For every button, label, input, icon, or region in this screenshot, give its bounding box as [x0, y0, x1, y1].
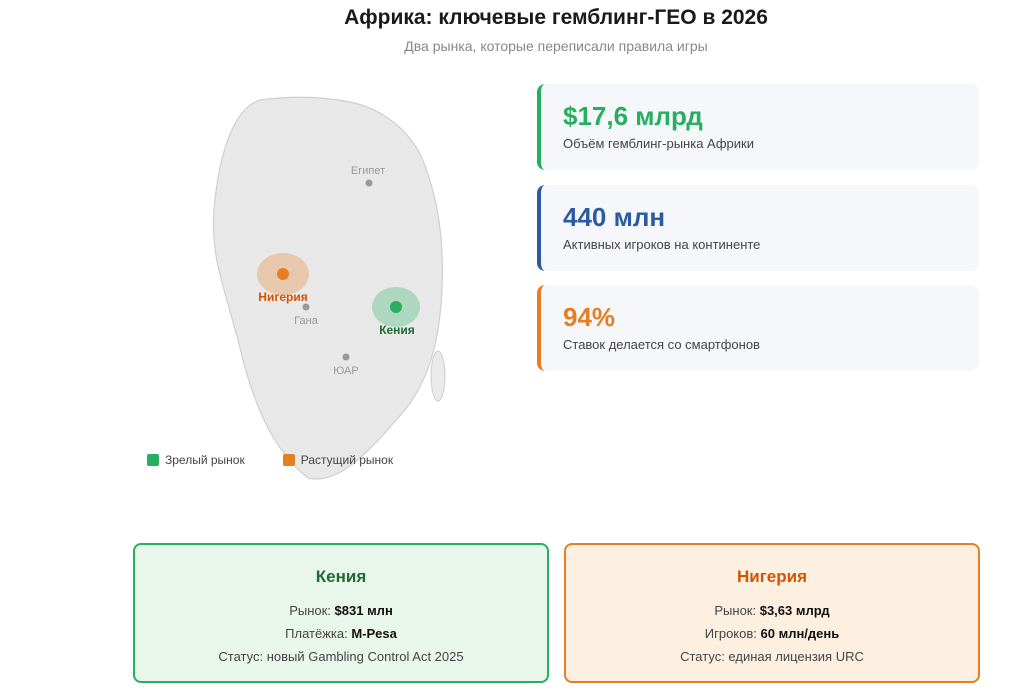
map-legend: Зрелый рынок Растущий рынок	[147, 453, 393, 467]
legend-mature-label: Зрелый рынок	[165, 453, 245, 467]
stat-label: Активных игроков на континенте	[563, 237, 761, 252]
kenya-card: Кения Рынок: $831 млн Платёжка: M-Pesa С…	[133, 543, 549, 683]
south-africa-dot	[342, 353, 350, 361]
stat-label: Объём гемблинг-рынка Африки	[563, 136, 754, 151]
nigeria-market-row: Рынок: $3,63 млрд	[714, 603, 830, 618]
page-title: Африка: ключевые гемблинг-ГЕО в 2026	[344, 6, 768, 29]
nigeria-card-title: Нигерия	[736, 567, 808, 586]
south-africa-label: ЮАР	[333, 365, 358, 377]
kenya-label: Кения	[379, 323, 415, 337]
kenya-card-title: Кения	[315, 567, 367, 586]
legend-item-mature: Зрелый рынок	[147, 453, 245, 467]
stat-value: 94%	[563, 302, 616, 332]
egypt-dot	[365, 179, 373, 187]
madagascar-shape	[430, 350, 446, 402]
nigeria-card: Нигерия Рынок: $3,63 млрд Игроков: 60 мл…	[564, 543, 980, 683]
africa-continent-shape	[212, 96, 443, 480]
egypt-label: Египет	[351, 165, 385, 177]
ghana-label: Гана	[294, 315, 319, 327]
mature-swatch-icon	[147, 454, 159, 466]
nigeria-label: Нигерия	[258, 290, 307, 304]
nigeria-status-row: Статус: единая лицензия URC	[680, 649, 864, 664]
stat-value: $17,6 млрд	[563, 101, 703, 131]
kenya-dot	[390, 301, 402, 313]
stat-card-players: 440 млн Активных игроков на континенте	[537, 185, 979, 271]
ghana-dot	[302, 303, 310, 311]
growing-swatch-icon	[282, 454, 295, 466]
legend-growing-label: Растущий рынок	[300, 453, 394, 467]
stat-label: Ставок делается со смартфонов	[563, 337, 760, 352]
page-subtitle: Два рынка, которые переписали правила иг…	[404, 38, 708, 54]
stat-card-market-size: $17,6 млрд Объём гемблинг-рынка Африки	[537, 84, 979, 170]
kenya-status-row: Статус: новый Gambling Control Act 2025	[218, 649, 464, 664]
nigeria-players-row: Игроков: 60 млн/день	[704, 626, 840, 641]
stat-value: 440 млн	[563, 202, 666, 232]
nigeria-dot	[277, 268, 289, 280]
legend-item-growing: Растущий рынок	[282, 453, 394, 467]
stat-card-mobile-share: 94% Ставок делается со смартфонов	[537, 285, 979, 371]
africa-map: Египет Нигерия Гана Кения ЮАР	[212, 96, 446, 480]
kenya-payment-row: Платёжка: M-Pesa	[285, 626, 397, 641]
kenya-market-row: Рынок: $831 млн	[289, 603, 393, 618]
